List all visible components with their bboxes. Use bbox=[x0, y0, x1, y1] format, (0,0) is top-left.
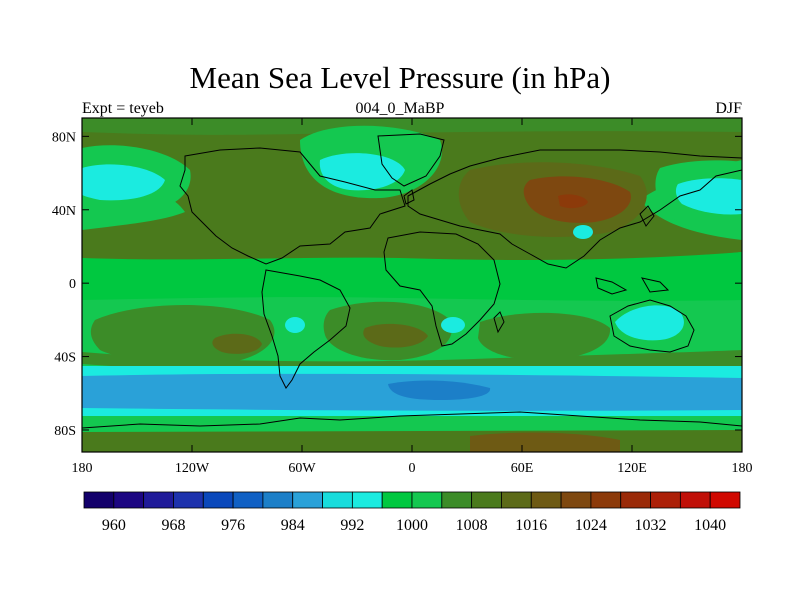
colorbar-label: 984 bbox=[281, 517, 305, 534]
colorbar-label: 1024 bbox=[575, 517, 607, 534]
colorbar-swatch bbox=[381, 491, 413, 509]
colorbar-swatch bbox=[411, 491, 443, 509]
cyan-patch-1 bbox=[285, 317, 305, 333]
lat-tick-label: 80S bbox=[54, 424, 76, 439]
colorbar-label: 976 bbox=[221, 517, 245, 534]
colorbar-swatch bbox=[322, 491, 353, 509]
southern-ocean-core bbox=[388, 380, 491, 400]
colorbar-swatch bbox=[501, 491, 532, 509]
colorbar-label: 1008 bbox=[456, 517, 488, 534]
north-pacific-low-east-core bbox=[675, 178, 742, 215]
season-label: DJF bbox=[715, 100, 742, 117]
colorbar-swatch bbox=[650, 491, 681, 509]
lat-tick-label: 80N bbox=[52, 130, 76, 145]
lon-tick-label: 180 bbox=[732, 461, 753, 476]
colorbar-swatch bbox=[441, 491, 473, 509]
coastlines bbox=[82, 133, 742, 429]
north-pacific-low-west-core bbox=[82, 164, 165, 201]
lon-tick-label: 120W bbox=[175, 461, 210, 476]
colorbar: 960 968 976 984 992 1000 1008 1016 1024 1032 1040 bbox=[83, 491, 741, 534]
colorbar-swatch bbox=[173, 491, 204, 509]
southern-high-band bbox=[82, 350, 742, 371]
experiment-label: Expt = teyeb bbox=[82, 100, 164, 117]
lon-tick-label: 180 bbox=[72, 461, 93, 476]
south-atlantic-high-core bbox=[363, 323, 428, 348]
colorbar-label: 1040 bbox=[694, 517, 726, 534]
colorbar-swatch bbox=[590, 491, 622, 509]
arctic-high bbox=[82, 118, 742, 135]
cyan-patch-3 bbox=[573, 225, 593, 239]
antarctic-high-core bbox=[470, 432, 620, 452]
lat-tick-label: 0 bbox=[69, 277, 76, 292]
colorbar-swatch bbox=[202, 491, 234, 509]
colorbar-swatch bbox=[262, 491, 294, 509]
australia-low bbox=[615, 305, 684, 341]
colorbar-swatch bbox=[530, 491, 562, 509]
colorbar-swatch bbox=[620, 491, 651, 509]
colorbar-label: 1016 bbox=[515, 517, 547, 534]
lat-tick-label: 40S bbox=[54, 351, 76, 366]
colorbar-swatch bbox=[351, 491, 383, 509]
colorbar-swatch bbox=[232, 491, 264, 509]
lon-tick-label: 120E bbox=[617, 461, 647, 476]
antarctic-margin bbox=[82, 416, 742, 432]
siberian-high-peak bbox=[558, 194, 588, 209]
colorbar-label: 1032 bbox=[635, 517, 667, 534]
map-title: Mean Sea Level Pressure (in hPa) bbox=[189, 60, 611, 95]
colorbar-swatch bbox=[471, 491, 502, 509]
lon-tick-label: 60W bbox=[288, 461, 316, 476]
lon-tick-label: 60E bbox=[511, 461, 534, 476]
colorbar-swatch bbox=[679, 491, 711, 509]
lat-tick-label: 40N bbox=[52, 204, 76, 219]
tropical-band bbox=[82, 252, 742, 301]
colorbar-swatch bbox=[709, 491, 741, 509]
colorbar-label: 968 bbox=[161, 517, 185, 534]
colorbar-label: 1000 bbox=[396, 517, 428, 534]
colorbar-label: 960 bbox=[102, 517, 126, 534]
colorbar-swatch bbox=[113, 491, 145, 509]
colorbar-swatch bbox=[560, 491, 592, 509]
south-pacific-high-core bbox=[212, 333, 262, 354]
colorbar-swatch bbox=[83, 491, 115, 509]
indian-ocean-high bbox=[478, 312, 611, 360]
colorbar-swatch bbox=[292, 491, 323, 509]
lon-tick-label: 0 bbox=[409, 461, 416, 476]
period-label: 004_0_MaBP bbox=[355, 100, 445, 117]
latitude-axis: 80N 40N 0 40S 80S bbox=[52, 130, 742, 439]
colorbar-label: 992 bbox=[340, 517, 364, 534]
colorbar-swatch bbox=[143, 491, 174, 509]
longitude-axis: 180 120W 60W 0 60E 120E 180 bbox=[72, 118, 753, 476]
pressure-field bbox=[82, 118, 742, 452]
cyan-patch-2 bbox=[441, 317, 465, 333]
